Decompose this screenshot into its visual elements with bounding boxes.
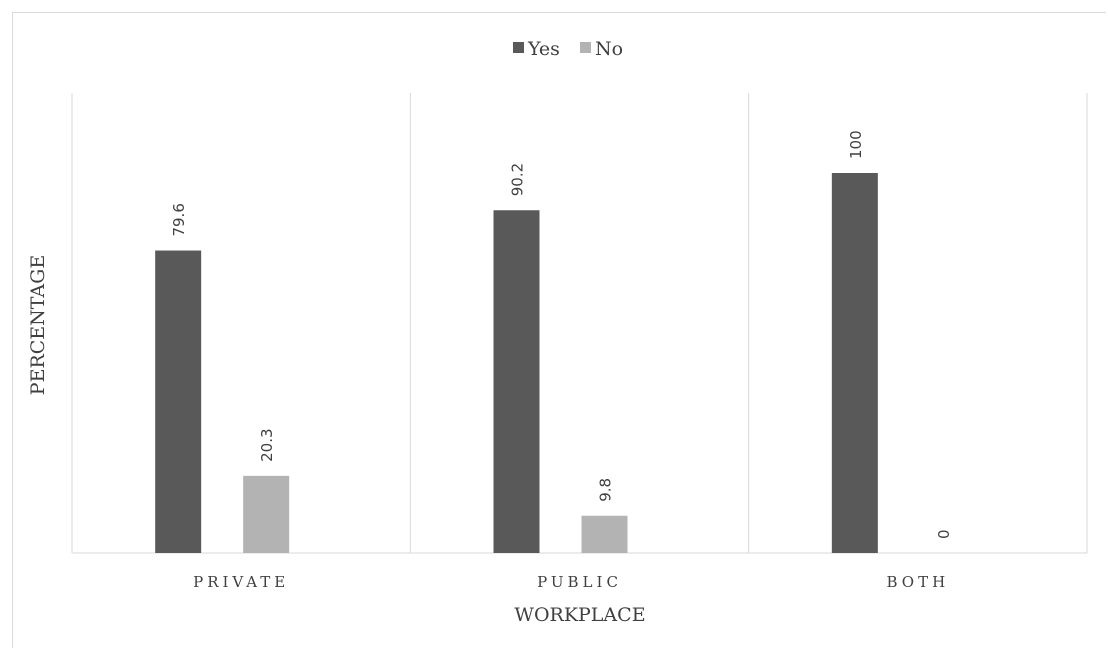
data-label-yes-public: 90.2 — [509, 163, 527, 196]
legend-label-yes: Yes — [527, 38, 560, 60]
legend: Yes No — [513, 38, 623, 60]
chart-frame — [12, 12, 1106, 648]
data-label-yes-both: 100 — [847, 130, 865, 159]
bar-yes-public — [493, 210, 540, 554]
bar-yes-both — [831, 173, 878, 553]
y-axis-title: PERCENTAGE — [27, 255, 49, 395]
legend-label-no: No — [595, 38, 623, 60]
category-label-private: PRIVATE — [193, 573, 289, 591]
data-label-no-public: 9.8 — [597, 478, 615, 502]
legend-swatch-yes — [513, 42, 524, 53]
category-label-public: PUBLIC — [537, 573, 622, 591]
bar-yes-private — [155, 250, 202, 553]
bar-no-private — [243, 475, 290, 553]
data-label-no-private: 20.3 — [258, 428, 276, 461]
category-label-both: BOTH — [886, 573, 949, 591]
data-label-yes-private: 79.6 — [170, 203, 188, 236]
legend-swatch-no — [580, 42, 591, 53]
x-axis-title: WORKPLACE — [514, 604, 645, 626]
data-label-no-both: 0 — [935, 529, 953, 539]
bar-no-public — [581, 515, 628, 553]
plot-area: 79.6 20.3 PRIVATE 90.2 9.8 PUBLIC 100 0 BOTH — [71, 93, 1088, 591]
